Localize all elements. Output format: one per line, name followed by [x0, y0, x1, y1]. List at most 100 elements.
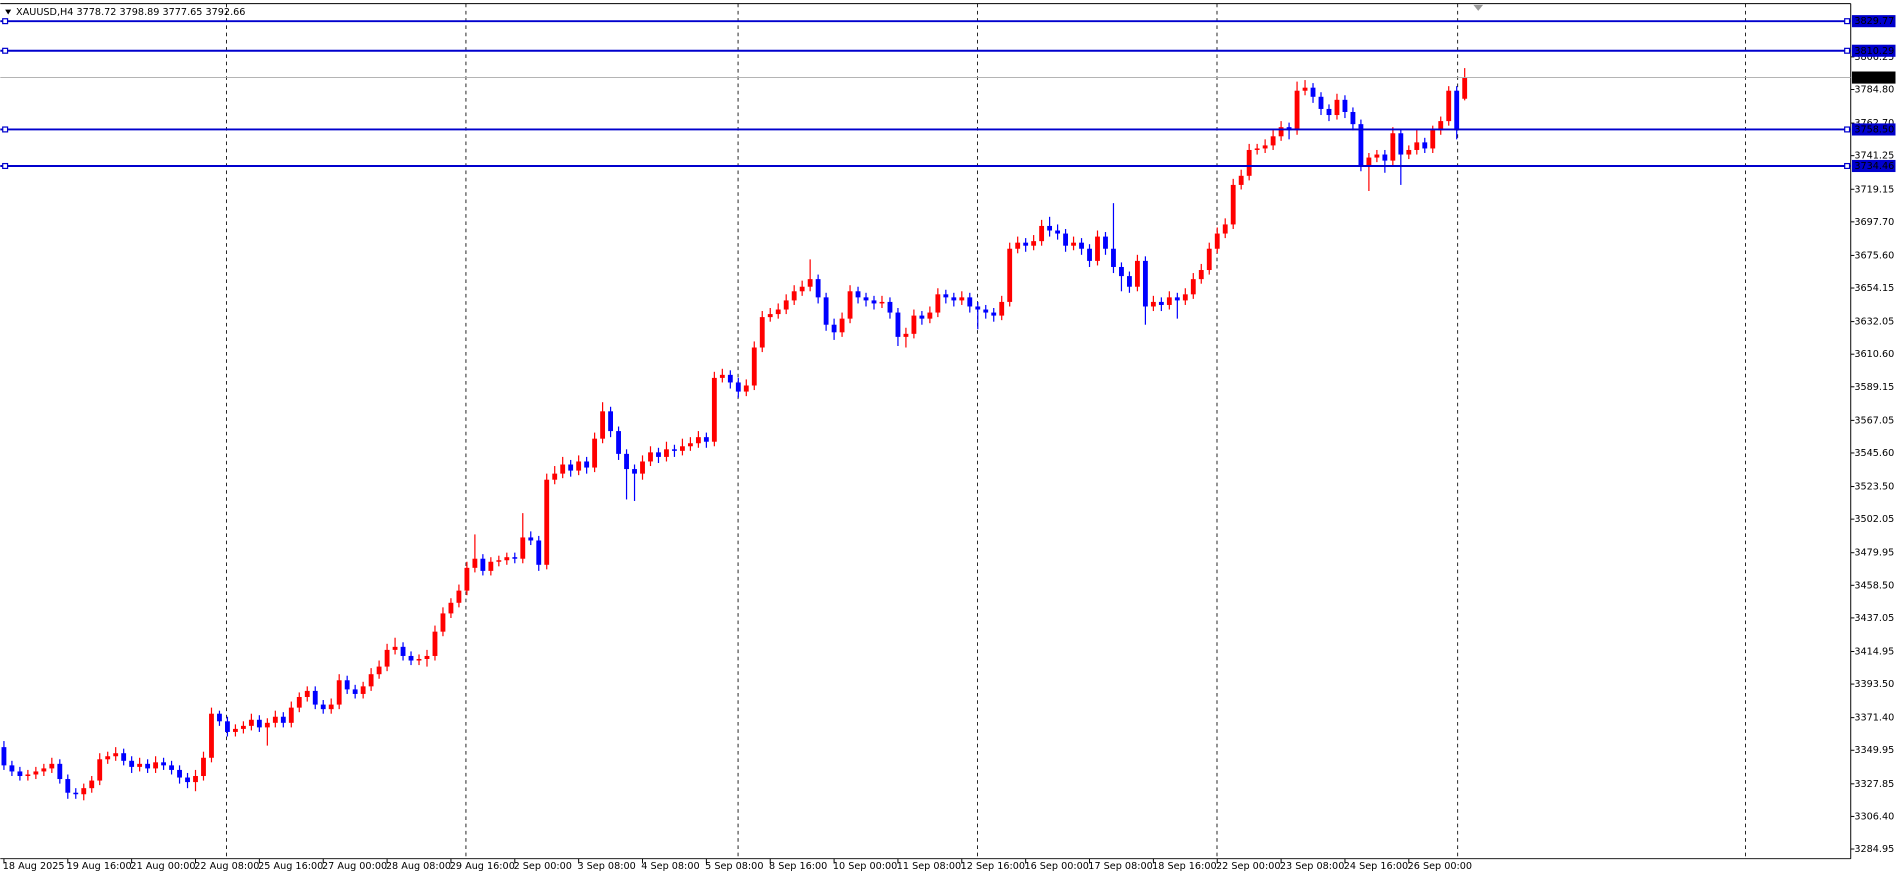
candle-body: [1222, 224, 1228, 234]
candle-body: [1055, 230, 1061, 234]
y-tick-label: 3479.95: [1854, 548, 1894, 559]
y-tick-label: 3458.50: [1854, 580, 1894, 591]
candle-body: [1142, 260, 1148, 307]
candle-body: [1334, 99, 1340, 116]
candle-body: [703, 437, 709, 442]
candle-body: [999, 301, 1005, 316]
x-tick-label: 22 Sep 00:00: [1216, 861, 1280, 872]
candle-body: [193, 776, 198, 783]
x-tick-label: 11 Sep 08:00: [897, 861, 961, 872]
candle-body: [664, 449, 669, 457]
candle-body: [376, 666, 382, 675]
y-tick-label: 3284.95: [1854, 844, 1894, 855]
candle-body: [280, 716, 286, 723]
candle-body: [576, 461, 582, 471]
x-tick-label: 10 Sep 00:00: [833, 861, 897, 872]
candle-body: [1246, 149, 1252, 176]
chart-shift-marker: [1473, 4, 1484, 11]
price-label: 3829.77: [1854, 16, 1894, 27]
x-tick-label: 22 Aug 08:00: [194, 861, 259, 872]
y-tick-label: 3741.25: [1854, 151, 1894, 162]
candle-body: [624, 453, 629, 470]
candle-body: [161, 762, 166, 766]
candle-body: [49, 763, 55, 769]
candle-body: [967, 297, 973, 307]
candle-body: [97, 759, 103, 781]
candle-body: [352, 689, 358, 694]
candle-body: [775, 309, 781, 315]
price-label: 3810.29: [1854, 46, 1894, 57]
candle-body: [169, 765, 174, 770]
candle-body: [560, 464, 566, 474]
candle-body: [1214, 233, 1220, 249]
candle-body: [448, 602, 454, 614]
candle-body: [767, 314, 773, 318]
candle-body: [113, 753, 119, 757]
candle-body: [799, 286, 805, 292]
x-tick-label: 26 Sep 00:00: [1408, 861, 1472, 872]
candle-body: [336, 680, 342, 705]
y-tick-label: 3349.95: [1854, 745, 1894, 756]
candle-body: [855, 291, 861, 298]
candle-body: [687, 443, 693, 447]
candle-body: [879, 301, 885, 304]
candle-body: [1382, 154, 1388, 161]
candle-body: [368, 674, 374, 687]
candle-body: [1270, 136, 1276, 146]
candle-body: [1398, 133, 1404, 155]
candle-body: [520, 537, 526, 559]
candle-body: [129, 760, 135, 767]
x-tick-label: 5 Sep 08:00: [705, 861, 763, 872]
candle-body: [9, 765, 15, 772]
candle-body: [1103, 236, 1108, 249]
price-label: 3758.50: [1854, 124, 1894, 135]
candle-body: [672, 449, 677, 451]
x-tick-label: 29 Aug 16:00: [450, 861, 515, 872]
x-tick-label: 17 Sep 08:00: [1088, 861, 1152, 872]
candle-body: [1063, 233, 1068, 246]
candle-body: [1206, 248, 1212, 271]
candle-body: [807, 279, 813, 287]
candle-body: [121, 753, 127, 761]
candle-body: [616, 431, 621, 454]
candle-body: [496, 560, 502, 562]
candle-body: [568, 464, 574, 471]
candle-body: [1414, 142, 1420, 150]
price-label-box: [1851, 44, 1896, 57]
candle-body: [1406, 149, 1412, 155]
candle-body: [33, 771, 39, 775]
candle-body: [935, 294, 941, 313]
candle-body: [105, 756, 111, 760]
candle-body: [312, 690, 318, 705]
candle-body: [153, 762, 159, 769]
candle-body: [743, 385, 749, 392]
candle-body: [1326, 108, 1332, 116]
y-tick-label: 3697.70: [1854, 217, 1894, 228]
candle-body: [65, 779, 71, 793]
candle-body: [89, 780, 95, 789]
candle-body: [1134, 260, 1140, 287]
candle-body: [847, 291, 853, 319]
candle-body: [1127, 276, 1132, 287]
candle-body: [304, 690, 310, 697]
y-tick-label: 3654.15: [1854, 283, 1894, 294]
candle-body: [600, 411, 606, 439]
x-tick-label: 24 Sep 16:00: [1344, 861, 1408, 872]
y-tick-label: 3502.05: [1854, 514, 1894, 525]
candle-body: [1119, 266, 1124, 277]
candle-body: [1111, 248, 1116, 267]
candle-body: [1023, 242, 1029, 246]
candle-body: [225, 721, 230, 732]
x-tick-label: 18 Aug 2025: [3, 861, 65, 872]
candle-body: [991, 312, 997, 316]
candle-body: [1015, 242, 1021, 249]
candle-body: [1262, 145, 1268, 149]
candle-body: [217, 713, 222, 722]
line-handle: [2, 126, 9, 133]
candle-body: [1366, 157, 1372, 166]
candle-body: [1350, 111, 1356, 125]
candle-body: [209, 713, 214, 758]
candle-body: [392, 646, 398, 650]
candle-body: [831, 324, 837, 333]
